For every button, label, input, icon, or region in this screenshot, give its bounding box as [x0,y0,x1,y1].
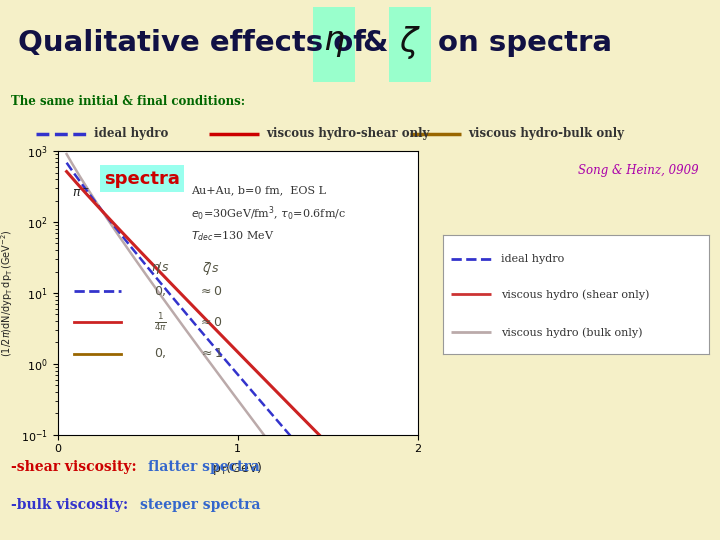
FancyBboxPatch shape [389,7,431,82]
Text: spectra: spectra [104,170,180,187]
Text: flatter spectra: flatter spectra [148,460,259,474]
Text: &: & [362,29,387,57]
Y-axis label: $(1/2\pi)\mathrm{dN/dyp_T\,dp_T\,(GeV^{-2})}$: $(1/2\pi)\mathrm{dN/dyp_T\,dp_T\,(GeV^{-… [0,229,15,357]
Text: $\eta$: $\eta$ [323,26,345,59]
X-axis label: $\mathrm{p_T(GeV)}$: $\mathrm{p_T(GeV)}$ [212,460,263,477]
Text: viscous hydro (shear only): viscous hydro (shear only) [501,289,649,300]
Text: Song & Heinz, 0909: Song & Heinz, 0909 [577,164,698,177]
Text: -bulk viscosity:: -bulk viscosity: [11,498,132,512]
Text: viscous hydro-bulk only: viscous hydro-bulk only [468,127,624,140]
Text: Qualitative effects of: Qualitative effects of [18,29,366,57]
Text: viscous hydro-shear only: viscous hydro-shear only [266,127,430,140]
Text: steeper spectra: steeper spectra [140,498,261,512]
Text: ideal hydro: ideal hydro [94,127,168,140]
Text: $\pi^-$: $\pi^-$ [72,187,90,200]
Text: -shear viscosity:: -shear viscosity: [11,460,141,474]
Text: $\zeta$: $\zeta$ [399,24,420,61]
Text: on spectra: on spectra [438,29,612,57]
Text: viscous hydro (bulk only): viscous hydro (bulk only) [501,327,643,338]
Text: ideal hydro: ideal hydro [501,254,564,264]
Text: The same initial & final conditions:: The same initial & final conditions: [11,95,245,109]
FancyBboxPatch shape [313,7,355,82]
Text: Au+Au, b=0 fm,  EOS L
$e_0$=30GeV/fm$^3$, $\tau_0$=0.6fm/c
$T_{dec}$=130 MeV: Au+Au, b=0 fm, EOS L $e_0$=30GeV/fm$^3$,… [191,185,346,244]
